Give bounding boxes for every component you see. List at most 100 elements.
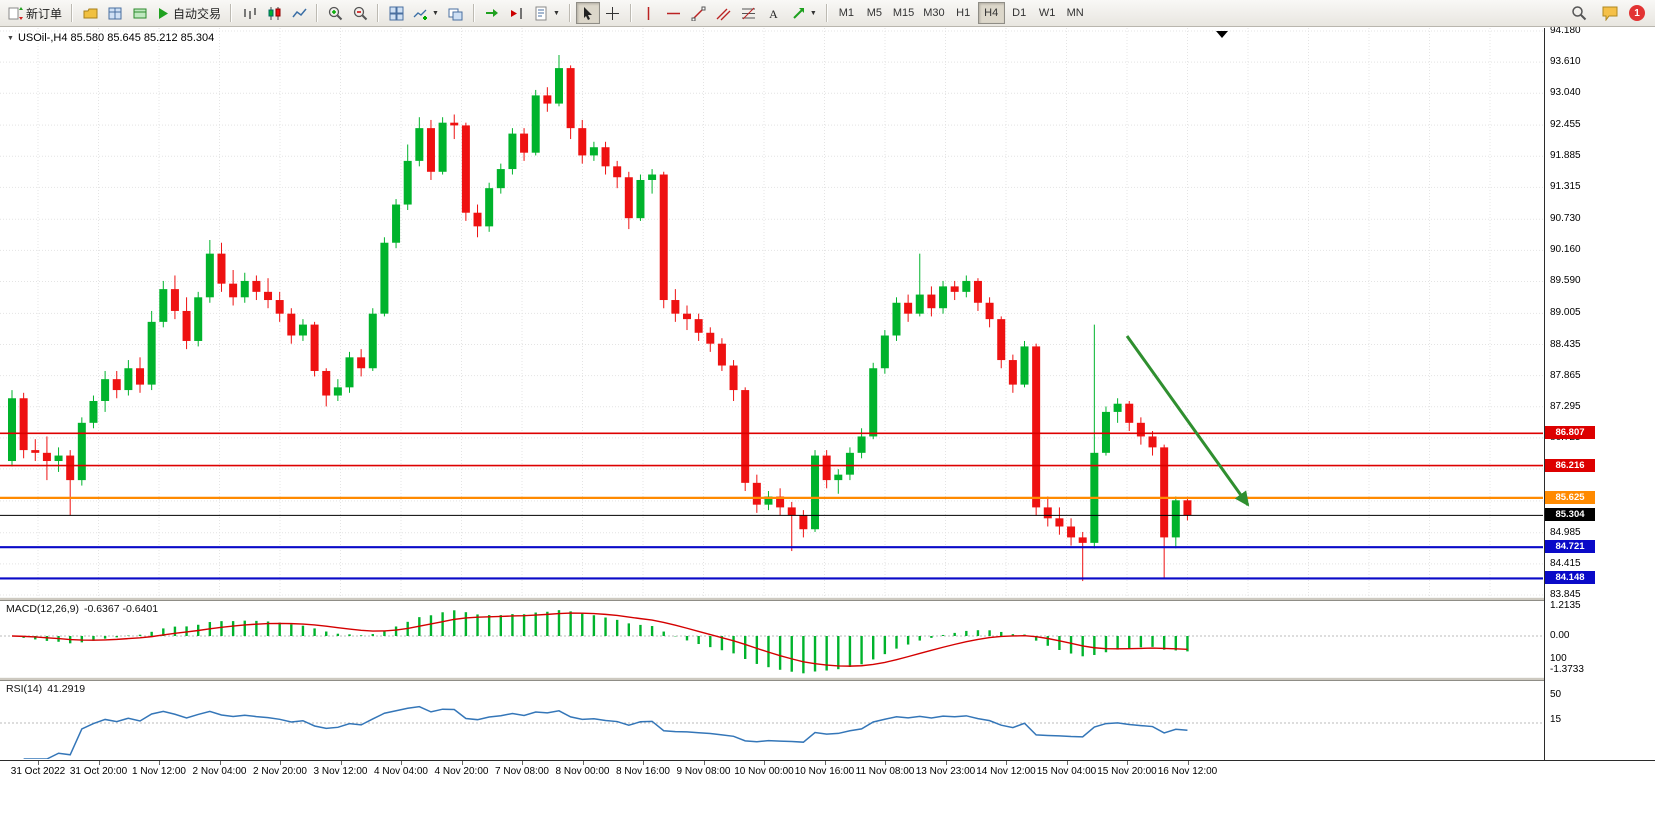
- price-axis-label: 87.295: [1550, 400, 1581, 412]
- chevron-down-icon: ▼: [432, 9, 439, 17]
- toolbar-separator: [377, 4, 380, 22]
- templates-button[interactable]: ▼: [530, 2, 564, 24]
- time-axis-tick: [522, 761, 523, 765]
- timeframe-m30-button[interactable]: M30: [919, 2, 948, 24]
- tile-windows-button[interactable]: [384, 2, 408, 24]
- chart-shift-button[interactable]: [505, 2, 529, 24]
- vertical-line-icon: [641, 6, 656, 21]
- price-axis-label: 84.985: [1550, 526, 1581, 538]
- panel-separator[interactable]: [0, 597, 1655, 601]
- time-axis-label: 7 Nov 08:00: [495, 766, 549, 777]
- timeframe-m1-button[interactable]: M1: [833, 2, 860, 24]
- rsi-value: 41.2919: [47, 683, 86, 695]
- auto-scroll-icon: [484, 6, 499, 21]
- timeframe-m5-button[interactable]: M5: [861, 2, 888, 24]
- horizontal-line-icon: [666, 6, 681, 21]
- panel-separator[interactable]: [0, 677, 1655, 681]
- time-axis-tick: [643, 761, 644, 765]
- timeframe-d1-button[interactable]: D1: [1006, 2, 1033, 24]
- chat-button[interactable]: [1598, 2, 1622, 24]
- trend-arrow-annotation[interactable]: [1125, 335, 1250, 507]
- text-icon: A: [766, 6, 781, 21]
- chart-grid: [0, 28, 1543, 597]
- collapse-icon[interactable]: ▼: [7, 35, 14, 42]
- search-button[interactable]: [1567, 2, 1591, 24]
- macd-axis-label: 0.00: [1550, 630, 1570, 641]
- macd-signal-line: [11, 612, 1188, 667]
- time-axis-tick: [159, 761, 160, 765]
- chart-shift-icon: [509, 6, 524, 21]
- bar-chart-button[interactable]: [237, 2, 261, 24]
- indicators-button[interactable]: ▼: [409, 2, 443, 24]
- hline-price-tag: 85.625: [1545, 490, 1595, 504]
- time-axis-label: 1 Nov 12:00: [132, 766, 186, 777]
- autotrading-button[interactable]: 自动交易: [153, 2, 225, 24]
- timeframe-m15-button[interactable]: M15: [889, 2, 918, 24]
- time-axis-label: 11 Nov 08:00: [855, 766, 915, 777]
- timeframe-h4-button[interactable]: H4: [977, 2, 1005, 24]
- autotrading-label: 自动交易: [173, 6, 222, 21]
- chevron-down-icon: ▼: [552, 9, 560, 17]
- channel-button[interactable]: [712, 2, 736, 24]
- time-axis-tick: [1006, 761, 1007, 765]
- new-order-label: 新订单: [26, 6, 63, 21]
- arrows-button[interactable]: ▼: [787, 2, 821, 24]
- profiles-button[interactable]: [78, 2, 102, 24]
- arrange-windows-button[interactable]: [444, 2, 468, 24]
- terminal-button[interactable]: [128, 2, 152, 24]
- horizontal-lines[interactable]: [0, 432, 1543, 580]
- macd-panel[interactable]: [0, 601, 1543, 677]
- time-axis-tick: [1127, 761, 1128, 765]
- time-axis-tick: [461, 761, 463, 765]
- toolbar-separator: [472, 4, 475, 22]
- candles-series: [8, 55, 1192, 582]
- time-axis-tick: [764, 761, 765, 765]
- price-axis-label: 91.315: [1550, 181, 1581, 193]
- hline-price-tag: 84.721: [1545, 540, 1595, 554]
- time-axis-label: 15 Nov 04:00: [1036, 766, 1097, 777]
- zoom-out-button[interactable]: [348, 2, 372, 24]
- trendline-button[interactable]: [687, 2, 711, 24]
- toolbar-separator: [230, 4, 233, 22]
- fibonacci-button[interactable]: [737, 2, 761, 24]
- crosshair-icon: [605, 6, 620, 21]
- bar-chart-icon: [242, 6, 257, 21]
- notification-badge[interactable]: 1: [1629, 5, 1645, 21]
- toolbar-separator: [568, 4, 571, 22]
- profiles-icon: [83, 6, 98, 21]
- crosshair-button[interactable]: [601, 2, 625, 24]
- rsi-panel[interactable]: [0, 681, 1543, 759]
- timeframe-w1-button[interactable]: W1: [1034, 2, 1061, 24]
- time-axis-tick: [824, 761, 826, 765]
- hline-price-tag: 86.807: [1545, 426, 1595, 440]
- arrange-windows-icon: [448, 6, 463, 21]
- fibonacci-icon: [741, 6, 756, 21]
- text-button[interactable]: A: [762, 2, 786, 24]
- time-axis-label: 2 Nov 20:00: [253, 766, 307, 777]
- new-order-button[interactable]: 新订单: [4, 2, 66, 24]
- price-axis-label: 89.005: [1550, 307, 1581, 319]
- horizontal-line-button[interactable]: [662, 2, 686, 24]
- candlestick-chart-button[interactable]: [262, 2, 286, 24]
- indicators-icon: [413, 6, 428, 21]
- price-axis-label: 91.885: [1550, 150, 1581, 162]
- rsi-label: RSI(14) 41.2919: [6, 683, 90, 695]
- time-axis-label: 8 Nov 00:00: [555, 766, 610, 777]
- cursor-button[interactable]: [575, 2, 600, 24]
- price-axis[interactable]: 94.180 93.610 93.040 92.455 91.885 91.31…: [1544, 25, 1655, 760]
- auto-scroll-button[interactable]: [480, 2, 504, 24]
- timeframe-mn-button[interactable]: MN: [1062, 2, 1089, 24]
- time-axis-tick: [401, 761, 402, 765]
- timeframe-h1-button[interactable]: H1: [950, 2, 977, 24]
- price-axis-label: 94.180: [1550, 25, 1581, 37]
- time-axis-label: 13 Nov 23:00: [915, 766, 976, 777]
- rsi-axis-label: 15: [1550, 714, 1562, 726]
- terminal-icon: [133, 6, 148, 21]
- time-axis-tick: [98, 761, 100, 765]
- price-chart-plot[interactable]: [0, 28, 1543, 597]
- vertical-line-button[interactable]: [637, 2, 661, 24]
- time-axis[interactable]: 31 Oct 2022 31 Oct 20:00 1 Nov 12:00 2 N…: [0, 760, 1655, 828]
- zoom-in-button[interactable]: [323, 2, 347, 24]
- line-chart-button[interactable]: [287, 2, 311, 24]
- market-watch-button[interactable]: [103, 2, 127, 24]
